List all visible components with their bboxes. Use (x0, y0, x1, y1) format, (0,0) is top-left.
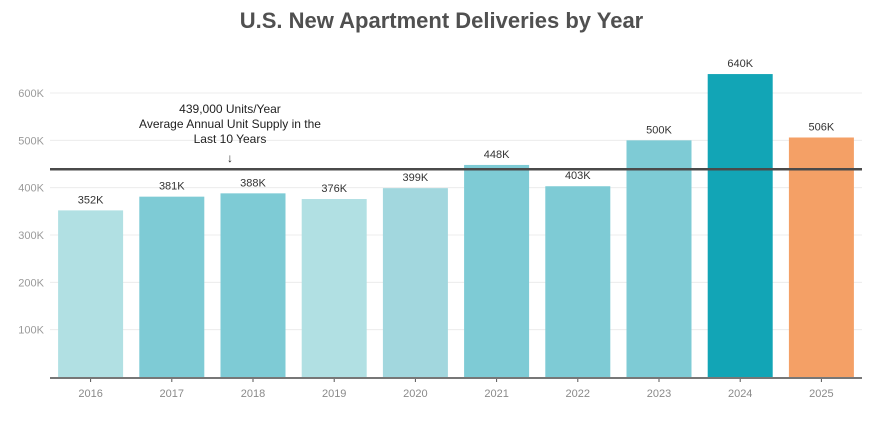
bars (58, 74, 854, 378)
bar-2024 (707, 74, 773, 378)
bar-2025 (788, 137, 854, 377)
bar-2017 (139, 196, 205, 377)
annotation-text-line: Last 10 Years (194, 132, 267, 146)
y-tick-label: 500K (18, 135, 44, 147)
x-tick-label: 2022 (566, 388, 590, 400)
annotation-text-line: Average Annual Unit Supply in the (139, 117, 321, 131)
bar-2019 (301, 199, 367, 377)
y-tick-label: 300K (18, 230, 44, 242)
bar-data-label: 381K (159, 181, 185, 193)
x-tick-label: 2021 (484, 388, 508, 400)
bar-2020 (382, 188, 448, 377)
y-tick-label: 200K (18, 277, 44, 289)
bar-2018 (220, 193, 286, 377)
chart-title: U.S. New Apartment Deliveries by Year (239, 8, 644, 33)
x-tick-label: 2024 (728, 388, 752, 400)
bar-data-labels: 352K 381K 388K 376K 399K 448K 403K 500K 640K 506K (78, 58, 835, 206)
bar-2022 (545, 186, 611, 377)
bar-data-label: 506K (809, 121, 835, 133)
bar-data-label: 376K (321, 183, 347, 195)
bar-2023 (626, 140, 692, 377)
bar-data-label: 448K (484, 149, 510, 161)
bar-data-label: 399K (403, 172, 429, 184)
bar-data-label: 388K (240, 177, 266, 189)
bar-data-label: 640K (727, 58, 753, 70)
bar-2016 (58, 210, 124, 377)
bar-2021 (464, 164, 530, 377)
x-tick-label: 2016 (78, 388, 102, 400)
x-tick-label: 2017 (160, 388, 184, 400)
y-tick-label: 100K (18, 325, 44, 337)
bar-data-label: 352K (78, 194, 104, 206)
x-tick-label: 2020 (403, 388, 427, 400)
x-tick-label: 2023 (647, 388, 671, 400)
x-tick-label: 2018 (241, 388, 265, 400)
x-tick-label: 2025 (809, 388, 833, 400)
annotation-text-line: 439,000 Units/Year (179, 102, 281, 116)
x-tick-label: 2019 (322, 388, 346, 400)
bar-data-label: 500K (646, 124, 672, 136)
y-tick-label: 400K (18, 183, 44, 195)
down-arrow-icon: ↓ (227, 151, 233, 165)
y-axis-ticks: 100K 200K 300K 400K 500K 600K (18, 88, 44, 337)
y-tick-label: 600K (18, 88, 44, 100)
bar-data-label: 403K (565, 170, 591, 182)
x-axis: 2016 2017 2018 2019 2020 2021 2022 2023 2024 2025 (50, 377, 862, 400)
